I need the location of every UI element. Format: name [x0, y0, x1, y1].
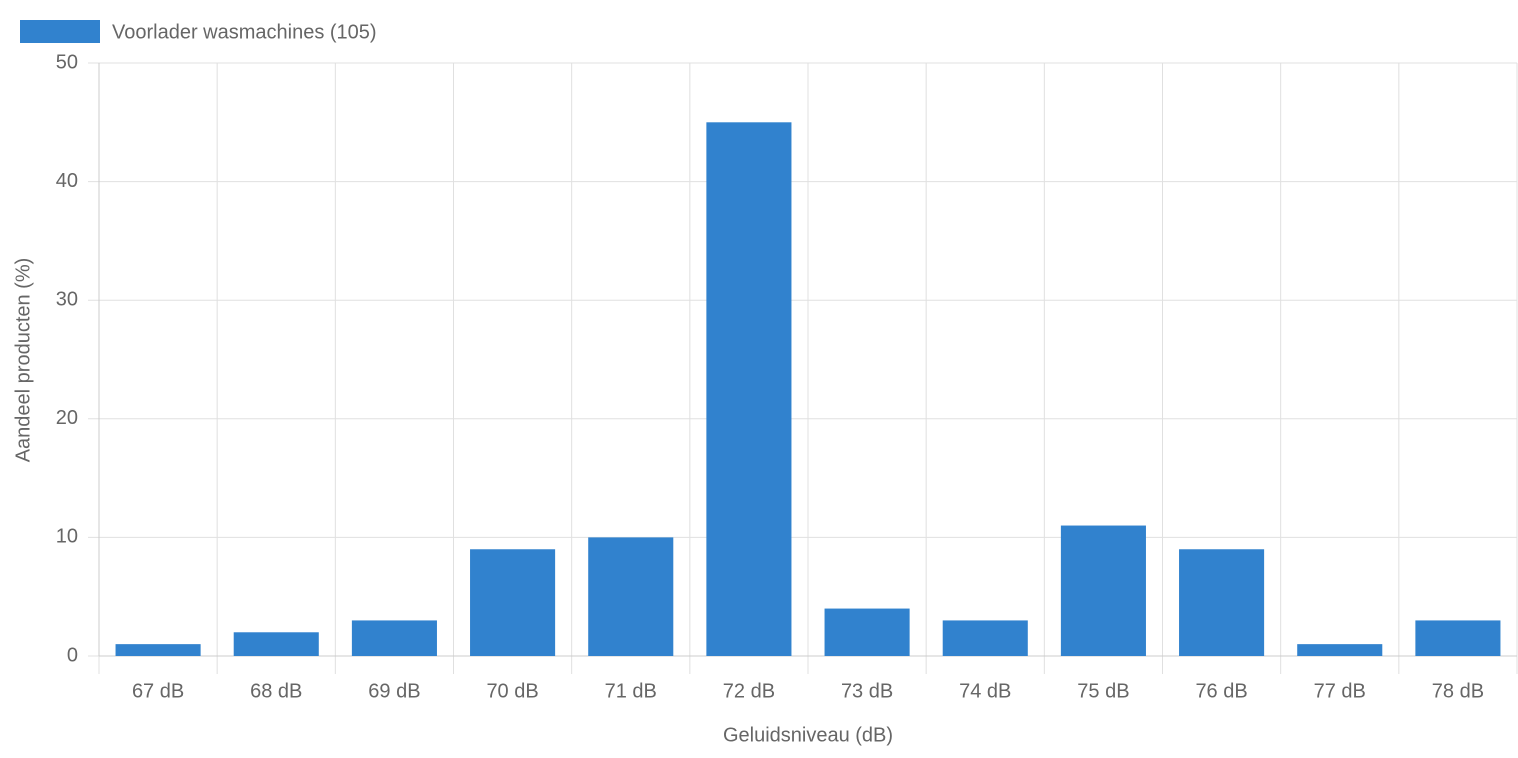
x-tick-label: 75 dB: [1077, 680, 1129, 702]
bar: [1060, 525, 1146, 656]
x-tick-label: 67 dB: [132, 680, 184, 702]
x-tick-label: 69 dB: [368, 680, 420, 702]
x-tick-label: 77 dB: [1314, 680, 1366, 702]
bar: [115, 644, 201, 656]
bar: [1179, 549, 1265, 656]
bar: [942, 620, 1028, 656]
bar: [233, 632, 319, 656]
y-tick-label: 50: [56, 51, 78, 73]
y-tick-label: 0: [67, 644, 78, 666]
bar: [1297, 644, 1383, 656]
x-axis-title: Geluidsniveau (dB): [723, 724, 893, 746]
bar: [588, 537, 674, 656]
bar: [470, 549, 556, 656]
x-tick-label: 68 dB: [250, 680, 302, 702]
x-tick-label: 70 dB: [486, 680, 538, 702]
bar: [706, 122, 792, 657]
bar: [824, 608, 910, 656]
x-tick-label: 71 dB: [605, 680, 657, 702]
legend-swatch: [20, 20, 100, 43]
x-tick-label: 76 dB: [1195, 680, 1247, 702]
y-tick-label: 10: [56, 526, 78, 548]
x-tick-label: 78 dB: [1432, 680, 1484, 702]
legend-label: Voorlader wasmachines (105): [112, 21, 377, 43]
x-tick-label: 72 dB: [723, 680, 775, 702]
y-tick-label: 30: [56, 288, 78, 310]
bar: [1415, 620, 1501, 656]
y-axis-title: Aandeel producten (%): [12, 258, 34, 463]
bar: [351, 620, 437, 656]
y-tick-label: 40: [56, 170, 78, 192]
y-tick-label: 20: [56, 407, 78, 429]
x-tick-label: 73 dB: [841, 680, 893, 702]
x-tick-label: 74 dB: [959, 680, 1011, 702]
